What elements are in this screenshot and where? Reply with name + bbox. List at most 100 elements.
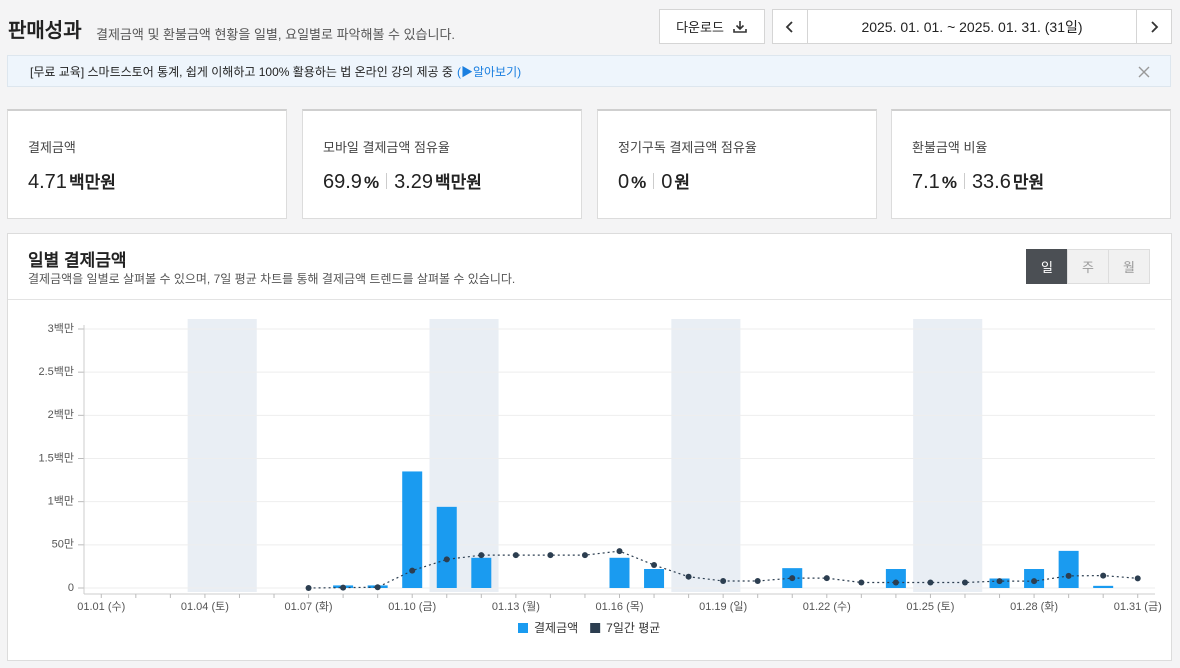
average-point (478, 552, 485, 559)
x-tick-label: 01.04 (토) (181, 601, 229, 613)
download-label: 다운로드 (676, 20, 724, 35)
x-tick-label: 01.07 (화) (285, 600, 333, 613)
x-tick-label: 01.10 (금) (388, 601, 436, 613)
average-point (789, 575, 796, 582)
metric-value: 0 (661, 171, 673, 193)
weekend-shade (671, 319, 741, 592)
metric-label: 결제금액 (28, 140, 76, 155)
x-tick-label: 01.19 (일) (699, 599, 747, 613)
download-button[interactable]: 다운로드 (659, 9, 765, 44)
average-point (1134, 575, 1141, 582)
average-point (1065, 572, 1072, 579)
metric-value: 33.6 (971, 171, 1011, 193)
bar (1093, 585, 1114, 588)
average-point (823, 575, 830, 582)
metric-unit: 원 (674, 173, 691, 192)
metric-unit: % (631, 173, 647, 192)
metric-card: 환불금액 비율 7.1% 33.6 만원 (891, 109, 1171, 219)
average-point (374, 584, 381, 591)
average-point (685, 573, 692, 580)
prev-button[interactable] (772, 9, 808, 44)
x-tick-label: 01.28 (화) (1010, 600, 1058, 613)
y-tick-label: 1백만 (48, 495, 74, 508)
next-icon (1151, 20, 1159, 33)
notice-link[interactable]: (▶알아보기) (456, 64, 522, 79)
metric-value: 4.71 (28, 171, 67, 193)
metric-value: 7.1 (912, 171, 940, 193)
bar (644, 569, 665, 588)
average-point (754, 578, 761, 585)
y-tick-label: 2백만 (48, 408, 74, 421)
average-point (581, 552, 588, 559)
y-tick-label: 3백만 (48, 322, 74, 335)
metric-value: 3.29 (394, 171, 433, 193)
x-tick-label: 01.25 (토) (906, 601, 954, 613)
average-point (409, 567, 416, 574)
x-tick-label: 01.01 (수) (77, 600, 125, 613)
metric-value: 69.9 (323, 171, 362, 193)
weekend-shade (187, 319, 257, 592)
tab[interactable]: 일 (1026, 249, 1068, 284)
x-tick-label: 01.16 (목) (595, 600, 643, 613)
metric-value: 0 (618, 171, 630, 193)
bar (402, 471, 423, 588)
metric-unit: % (363, 173, 380, 192)
bar (1058, 550, 1079, 588)
notice-banner: [무료 교육] 스마트스토어 통계, 쉽게 이해하고 100% 활용하는 법 온… (7, 55, 1171, 87)
bar (471, 557, 492, 588)
divider (8, 299, 1171, 300)
average-point (305, 585, 312, 591)
y-tick-label: 1.5백만 (38, 451, 74, 464)
y-tick-label: 2.5백만 (38, 365, 74, 378)
close-icon[interactable] (1138, 66, 1150, 78)
legend-swatch (590, 623, 601, 633)
prev-icon (785, 20, 793, 33)
average-point (512, 552, 519, 559)
average-point (858, 579, 865, 586)
metric-unit: 만원 (1012, 173, 1045, 192)
average-point (443, 556, 450, 563)
next-button[interactable] (1136, 9, 1172, 44)
metric-label: 정기구독 결제금액 점유율 (618, 140, 757, 155)
x-tick-label: 01.31 (금) (1114, 601, 1162, 613)
download-icon (733, 20, 747, 33)
legend-label: 7일간 평균 (606, 621, 660, 635)
metric-label: 환불금액 비율 (912, 140, 988, 155)
weekend-shade (913, 319, 983, 592)
metric-card: 모바일 결제금액 점유율 69.9% 3.29 백만원 (302, 109, 582, 219)
average-point (651, 562, 658, 569)
average-point (1100, 572, 1107, 579)
metric-unit: 백만원 (68, 173, 116, 192)
metric-card: 결제금액 4.71 백만원 (7, 109, 287, 219)
metric-unit: 백만원 (435, 173, 482, 192)
average-point (927, 579, 934, 586)
metric-unit: % (941, 173, 957, 192)
average-point (961, 579, 968, 586)
legend-swatch (518, 623, 528, 633)
page-title: 판매성과 (8, 20, 82, 42)
page-subtitle: 결제금액 및 환불금액 현황을 일별, 요일별로 파악해볼 수 있습니다. (96, 27, 456, 42)
metric-label: 모바일 결제금액 점유율 (323, 140, 450, 155)
average-point (996, 578, 1003, 585)
average-point (340, 584, 347, 591)
tab[interactable]: 주 (1067, 249, 1109, 284)
bar (609, 557, 630, 588)
notice-text: [무료 교육] 스마트스토어 통계, 쉽게 이해하고 100% 활용하는 법 온… (30, 64, 453, 79)
average-point (547, 552, 554, 559)
section-title: 일별 결제금액 (28, 251, 127, 270)
average-point (616, 548, 623, 555)
y-tick-label: 0 (68, 582, 74, 594)
average-point (720, 578, 727, 585)
average-point (1031, 578, 1038, 585)
bar (885, 569, 906, 588)
x-tick-label: 01.13 (월) (492, 600, 540, 613)
bar (436, 506, 457, 588)
date-range[interactable]: 2025. 01. 01. ~ 2025. 01. 31. (31일) (807, 9, 1137, 44)
y-tick-label: 50만 (52, 538, 74, 551)
metric-card: 정기구독 결제금액 점유율 0% 0 원 (597, 109, 877, 219)
average-point (892, 579, 899, 586)
tab[interactable]: 월 (1108, 249, 1150, 284)
section-subtitle: 결제금액을 일별로 살펴볼 수 있으며, 7일 평균 차트를 통해 결제금액 트… (28, 272, 516, 286)
chart: 0 50만 1백만 1.5백만 2백만 2.5백만 3백만 01.01 (수) 01.04 (토… (38, 319, 1162, 635)
